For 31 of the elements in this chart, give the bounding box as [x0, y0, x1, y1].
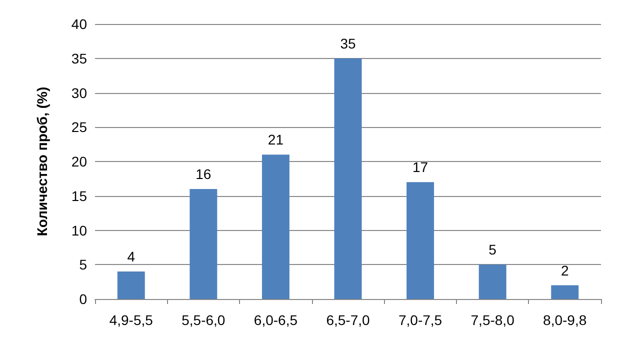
y-axis-title: Количество проб, (%) [34, 86, 50, 236]
data-label: 2 [560, 262, 569, 278]
x-tick-label: 6,5-7,0 [326, 312, 370, 328]
x-tick-label: 7,5-8,0 [470, 312, 515, 328]
x-tick-label: 4,9-5,5 [109, 312, 154, 328]
bar [334, 58, 362, 299]
data-label: 16 [196, 166, 212, 182]
x-tick-label: 5,5-6,0 [182, 312, 226, 328]
data-label: 4 [127, 248, 136, 264]
bar [551, 285, 579, 299]
y-tick-label: 40 [71, 16, 88, 32]
data-label: 35 [340, 35, 356, 52]
data-label: 21 [268, 132, 284, 148]
bar [117, 272, 145, 299]
x-tick-label: 6,0-6,5 [254, 312, 298, 328]
data-label: 17 [412, 159, 428, 176]
bar [190, 189, 218, 299]
y-tick-label: 30 [71, 84, 88, 101]
y-tick-label: 0 [79, 291, 88, 307]
y-tick-label: 20 [71, 154, 88, 170]
y-tick-label: 10 [71, 222, 88, 238]
y-tick-label: 15 [71, 188, 88, 204]
y-tick-label: 25 [71, 119, 88, 136]
bar [262, 154, 290, 299]
x-tick-label: 8,0-9,8 [543, 312, 587, 328]
data-label: 5 [488, 242, 497, 258]
x-tick-label: 7,0-7,5 [398, 312, 442, 328]
bar [406, 182, 434, 299]
y-tick-label: 35 [71, 50, 88, 66]
y-tick-label: 5 [79, 256, 88, 273]
bar [478, 264, 506, 299]
